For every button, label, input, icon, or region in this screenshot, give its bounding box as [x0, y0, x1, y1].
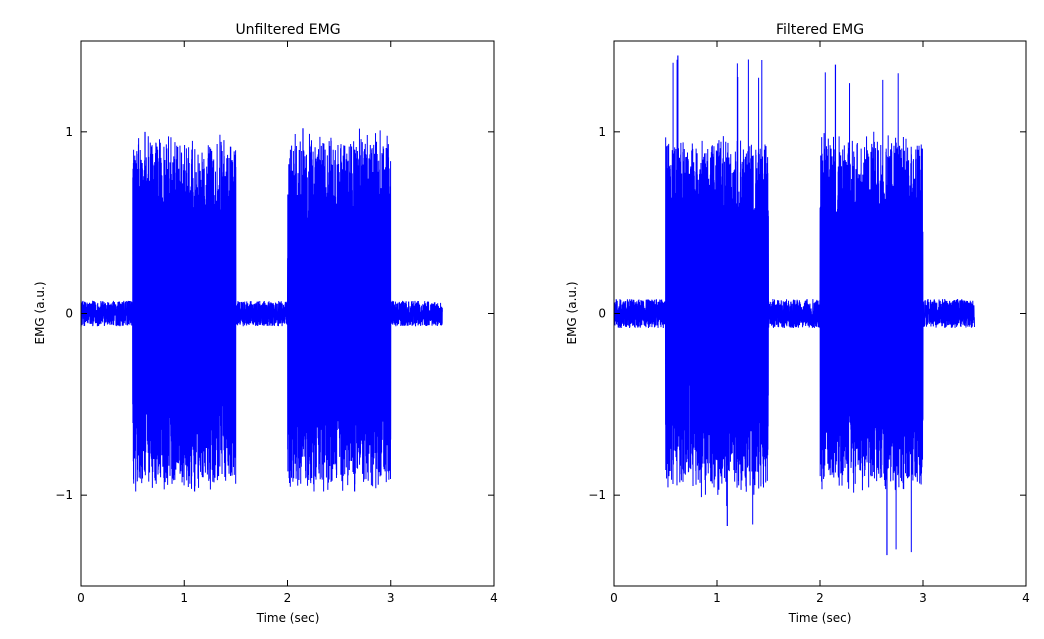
unfiltered-emg-panel: Unfiltered EMG 0 1 2 3 4 −1 0 1 Time (sec) EMG … — [33, 22, 498, 625]
x-tick-label: 0 — [610, 591, 618, 605]
x-tick-label: 4 — [490, 591, 498, 605]
emg-signal-line — [81, 128, 443, 492]
y-tick-label: 1 — [65, 125, 73, 139]
x-tick-label: 0 — [77, 591, 85, 605]
unfiltered-plot-area — [81, 128, 443, 492]
unfiltered-ticks: 0 1 2 3 4 −1 0 1 — [55, 41, 498, 605]
filtered-y-axis-label: EMG (a.u.) — [565, 282, 579, 345]
y-tick-label: 0 — [598, 307, 606, 321]
x-tick-label: 3 — [919, 591, 927, 605]
y-tick-label: −1 — [588, 488, 606, 502]
filtered-x-axis-label: Time (sec) — [788, 611, 852, 625]
x-tick-label: 2 — [816, 591, 824, 605]
y-tick-label: 0 — [65, 307, 73, 321]
x-tick-label: 3 — [387, 591, 395, 605]
filtered-plot-area — [614, 55, 975, 556]
filtered-emg-panel: Filtered EMG 0 1 2 3 4 −1 0 1 Time (sec) EMG (a… — [565, 22, 1030, 625]
unfiltered-y-axis-label: EMG (a.u.) — [33, 282, 47, 345]
x-tick-label: 4 — [1022, 591, 1030, 605]
filtered-ticks: 0 1 2 3 4 −1 0 1 — [588, 41, 1030, 605]
unfiltered-x-axis-label: Time (sec) — [256, 611, 320, 625]
x-tick-label: 1 — [180, 591, 188, 605]
emg-signal-line — [614, 59, 975, 553]
filtered-title: Filtered EMG — [776, 22, 864, 38]
y-tick-label: 1 — [598, 125, 606, 139]
x-tick-label: 2 — [284, 591, 292, 605]
y-tick-label: −1 — [55, 488, 73, 502]
x-tick-label: 1 — [713, 591, 721, 605]
unfiltered-title: Unfiltered EMG — [235, 22, 340, 38]
